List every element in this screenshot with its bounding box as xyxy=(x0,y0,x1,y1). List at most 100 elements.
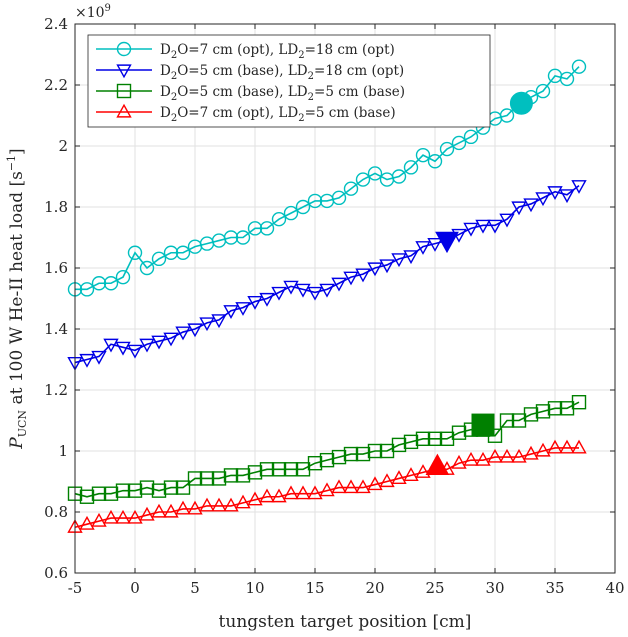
y-tick-label: 1.4 xyxy=(44,320,68,338)
legend-item: D2O=7 cm (opt), LD2=5 cm (base) xyxy=(96,103,396,124)
data-point xyxy=(139,260,155,276)
y-tick-label: 2.2 xyxy=(44,76,68,94)
data-point xyxy=(499,213,515,228)
data-point xyxy=(355,479,371,494)
data-point xyxy=(451,454,467,469)
data-point xyxy=(523,445,539,460)
x-tick-label: 0 xyxy=(130,579,140,597)
ticks: -5 0 5 10 15 20 25 30 35 40 0.6 0.8 1 1.2 1.4 1.6 1.8 2 2.… xyxy=(44,15,624,597)
data-point xyxy=(223,468,239,483)
data-point xyxy=(295,199,311,215)
data-point xyxy=(547,186,563,201)
data-point xyxy=(523,407,539,422)
series-line xyxy=(74,401,580,498)
data-point xyxy=(367,262,383,277)
data-point xyxy=(115,269,131,285)
data-point xyxy=(91,276,107,291)
data-point xyxy=(235,230,251,245)
data-point xyxy=(247,491,263,506)
y-tick-label: 0.8 xyxy=(44,503,68,521)
data-point xyxy=(91,486,107,501)
data-point xyxy=(271,488,287,503)
data-point xyxy=(535,404,551,419)
data-point xyxy=(199,317,215,332)
data-point xyxy=(487,448,503,463)
data-point xyxy=(283,462,299,477)
data-point xyxy=(259,221,275,236)
data-point xyxy=(91,350,107,365)
data-point xyxy=(571,395,587,410)
data-point xyxy=(163,503,179,518)
data-point xyxy=(511,448,527,463)
x-tick-label: 10 xyxy=(245,579,264,597)
legend-label: D2O=7 cm (opt), LD2=5 cm (base) xyxy=(160,105,396,124)
y-tick-label: 1.2 xyxy=(44,381,68,399)
data-point xyxy=(379,473,395,488)
data-point xyxy=(559,439,575,454)
y-tick-label: 2.4 xyxy=(44,15,68,33)
data-point xyxy=(475,451,491,466)
data-point xyxy=(175,500,191,515)
legend-item: D2O=5 cm (base), LD2=18 cm (opt) xyxy=(96,63,404,82)
data-point xyxy=(463,451,479,466)
x-tick-label: 30 xyxy=(485,579,504,597)
data-point xyxy=(451,135,467,151)
data-point xyxy=(427,431,443,446)
data-point xyxy=(499,413,515,428)
data-point xyxy=(151,503,167,518)
data-point xyxy=(199,471,215,486)
data-point xyxy=(103,276,119,291)
x-tick-label: 20 xyxy=(365,579,384,597)
data-point xyxy=(559,189,575,204)
series-3 xyxy=(67,395,587,504)
y-tick-label: 0.6 xyxy=(44,564,68,582)
highlight-point xyxy=(425,453,450,475)
x-tick-label: 35 xyxy=(545,579,564,597)
data-point xyxy=(247,295,263,310)
data-point xyxy=(187,323,203,338)
data-point xyxy=(475,219,491,234)
y-axis-label: PUCN at 100 W He-II heat load [s−1] xyxy=(5,148,29,449)
data-point xyxy=(571,59,587,74)
data-point xyxy=(427,154,443,169)
data-point xyxy=(79,489,95,504)
data-point xyxy=(307,193,323,209)
plot-series xyxy=(67,59,587,533)
legend-marker xyxy=(116,64,132,79)
data-point xyxy=(295,485,311,500)
data-point xyxy=(127,344,143,359)
data-point xyxy=(127,483,143,498)
data-point xyxy=(547,439,563,454)
x-tick-label: 40 xyxy=(605,579,624,597)
data-point xyxy=(415,431,431,446)
data-point xyxy=(139,506,155,521)
data-point xyxy=(223,497,239,512)
highlight-point xyxy=(471,413,495,437)
data-point xyxy=(139,480,155,495)
x-tick-label: -5 xyxy=(68,579,83,597)
data-point xyxy=(343,181,359,196)
data-point xyxy=(307,485,323,500)
data-point xyxy=(355,172,371,187)
data-point xyxy=(163,480,179,495)
data-point xyxy=(211,497,227,512)
data-point xyxy=(175,326,191,341)
data-point xyxy=(271,462,287,477)
data-point xyxy=(415,464,431,478)
series-4 xyxy=(67,439,587,533)
series-line xyxy=(74,447,579,529)
data-point xyxy=(79,282,95,297)
data-point xyxy=(259,488,275,503)
data-point xyxy=(307,286,323,301)
data-point xyxy=(175,480,191,495)
data-point xyxy=(115,483,131,498)
legend-marker xyxy=(116,41,132,57)
x-tick-label: 5 xyxy=(190,579,200,597)
y-tick-label: 1.8 xyxy=(44,198,68,216)
data-point xyxy=(151,251,167,267)
highlight-point xyxy=(509,91,533,115)
data-point xyxy=(319,452,335,468)
data-point xyxy=(223,230,239,245)
data-point xyxy=(427,238,443,252)
highlight-point xyxy=(435,231,459,254)
